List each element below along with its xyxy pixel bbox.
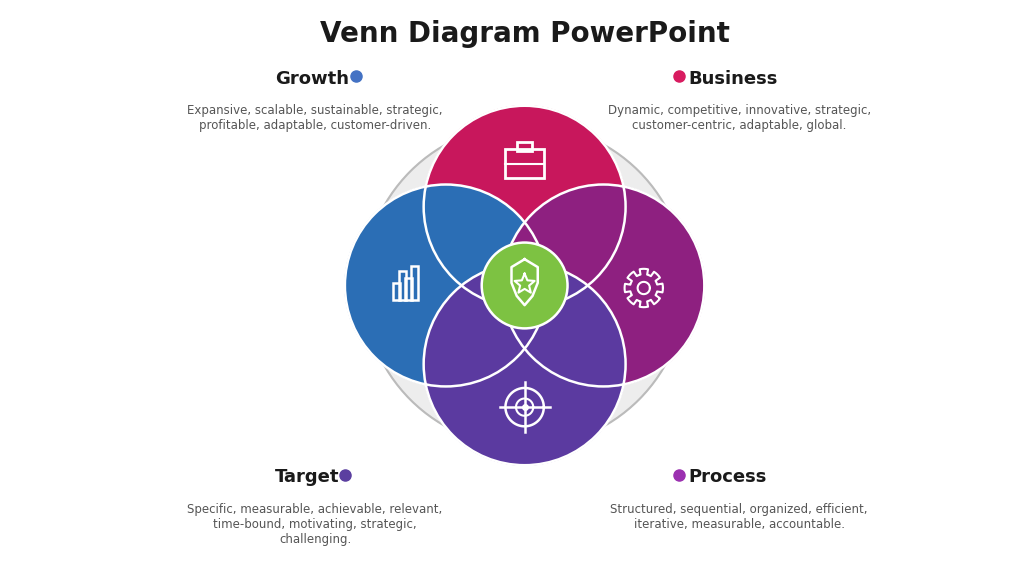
Bar bbox=[506, 149, 544, 178]
Text: Target: Target bbox=[274, 468, 339, 486]
Text: Venn Diagram PowerPoint: Venn Diagram PowerPoint bbox=[319, 20, 729, 48]
Text: Structured, sequential, organized, efficient,
iterative, measurable, accountable: Structured, sequential, organized, effic… bbox=[610, 502, 868, 530]
Text: Dynamic, competitive, innovative, strategic,
customer-centric, adaptable, global: Dynamic, competitive, innovative, strate… bbox=[607, 104, 870, 132]
Circle shape bbox=[481, 242, 567, 328]
Text: Business: Business bbox=[689, 70, 778, 88]
Text: Specific, measurable, achievable, relevant,
time-bound, motivating, strategic,
c: Specific, measurable, achievable, releva… bbox=[187, 502, 442, 545]
Circle shape bbox=[424, 263, 626, 465]
Bar bbox=[406, 278, 412, 300]
Bar bbox=[412, 266, 418, 300]
Circle shape bbox=[345, 184, 547, 386]
Text: Expansive, scalable, sustainable, strategic,
profitable, adaptable, customer-dri: Expansive, scalable, sustainable, strate… bbox=[187, 104, 442, 132]
Circle shape bbox=[424, 106, 626, 308]
Text: Growth: Growth bbox=[274, 70, 349, 88]
Bar bbox=[393, 283, 399, 300]
Bar bbox=[517, 142, 532, 151]
Text: Process: Process bbox=[689, 468, 767, 486]
Bar bbox=[399, 271, 406, 300]
Circle shape bbox=[503, 184, 705, 386]
Circle shape bbox=[364, 124, 686, 447]
